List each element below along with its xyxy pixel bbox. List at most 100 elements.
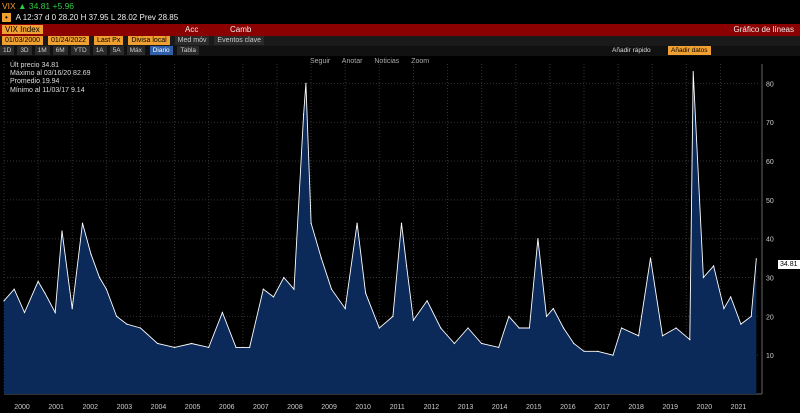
data-point: [90, 253, 92, 255]
news-button[interactable]: Noticias: [374, 58, 400, 65]
annotate-button[interactable]: Anotar: [341, 58, 363, 65]
table-button[interactable]: Tabla: [177, 46, 200, 55]
x-tick-label: 2005: [185, 404, 201, 411]
data-point: [552, 307, 554, 310]
data-point: [612, 354, 614, 356]
data-point: [81, 222, 84, 224]
low-value: L 28.02: [110, 13, 138, 22]
x-tick-label: 2010: [355, 404, 371, 411]
data-point: [750, 315, 752, 317]
data-point: [661, 335, 664, 337]
data-point: [54, 311, 56, 314]
data-point: [115, 315, 118, 317]
period-3d[interactable]: 3D: [17, 46, 32, 55]
x-tick-label: 2003: [117, 404, 133, 411]
y-tick-label: 10: [766, 353, 774, 360]
data-point: [13, 288, 15, 290]
data-point: [156, 342, 159, 345]
data-point: [310, 222, 312, 224]
frequency-select[interactable]: Diario: [149, 46, 173, 55]
data-point: [37, 280, 39, 283]
y-tick-label: 80: [766, 81, 774, 88]
x-tick-label: 2001: [48, 404, 64, 411]
period-buttons: 1D 3D 1M 6M YTD 1A 5A Máx: [0, 46, 148, 55]
x-tick-label: 2009: [321, 404, 337, 411]
add-data-button[interactable]: Añadir datos: [668, 46, 711, 55]
currency-menu[interactable]: Camb: [230, 25, 252, 34]
quick-add-button[interactable]: Añadir rápido: [612, 47, 651, 54]
x-tick-label: 2018: [628, 404, 644, 411]
ohlc-bar: • A 12:37 d 0 28.20 H 37.95 L 28.02 Prev…: [0, 12, 800, 24]
period-1a[interactable]: 1A: [92, 46, 107, 55]
data-point: [562, 327, 565, 329]
avg-label: Promedio: [10, 78, 40, 86]
x-tick-label: 2014: [492, 404, 508, 411]
start-date-input[interactable]: 01/03/2000: [2, 36, 44, 45]
data-point: [723, 307, 725, 310]
data-point: [173, 346, 176, 349]
data-point: [440, 327, 442, 329]
data-point: [221, 311, 223, 314]
data-point: [405, 265, 408, 267]
vix-chart[interactable]: 10 20 30 40 50 60 70 80 2000 2001 2002 2003 2004 2005…: [0, 56, 800, 413]
period-máx[interactable]: Máx: [126, 46, 145, 55]
data-point: [392, 315, 394, 317]
data-point: [730, 296, 732, 298]
x-tick-label: 2021: [731, 404, 747, 411]
data-point: [44, 292, 46, 294]
x-tick-label: 2000: [14, 404, 30, 411]
data-point: [412, 319, 415, 321]
y-tick-label: 30: [766, 276, 774, 283]
data-point: [467, 327, 469, 329]
controls-bar: 01/03/2000 01/24/2022 Last Px Divisa loc…: [0, 36, 800, 46]
data-point: [3, 300, 5, 302]
data-point: [191, 342, 193, 345]
period-ytd[interactable]: YTD: [70, 46, 90, 55]
data-point: [597, 350, 599, 352]
actions-menu[interactable]: Acc: [185, 25, 199, 34]
currency-select[interactable]: Divisa local: [128, 36, 170, 45]
data-point: [528, 327, 531, 329]
data-point: [235, 346, 237, 349]
price-field-select[interactable]: Last Px: [94, 36, 124, 45]
period-1d[interactable]: 1D: [0, 46, 15, 55]
data-point: [71, 307, 73, 310]
data-point: [481, 342, 483, 345]
data-point: [583, 350, 585, 352]
data-point: [755, 258, 757, 260]
zoom-button[interactable]: Zoom: [411, 58, 430, 65]
data-point: [126, 323, 128, 325]
last-price: 34.81: [28, 1, 51, 11]
chart-toolbar: Seguir Anotar Noticias Zoom: [310, 58, 439, 65]
data-point: [365, 292, 367, 294]
x-tick-label: 2013: [458, 404, 474, 411]
period-6m[interactable]: 6M: [52, 46, 68, 55]
data-point: [23, 311, 26, 314]
data-point: [713, 265, 715, 267]
events-toggle[interactable]: Eventos clave: [214, 36, 265, 45]
x-tick-label: 2012: [424, 404, 440, 411]
follow-button[interactable]: Seguir: [310, 58, 331, 65]
data-point: [537, 238, 539, 240]
end-date-input[interactable]: 01/24/2022: [48, 36, 90, 45]
data-point: [283, 276, 285, 279]
data-point: [453, 342, 455, 345]
period-5a[interactable]: 5A: [109, 46, 124, 55]
security-field[interactable]: VIX Index: [2, 25, 43, 35]
x-tick-label: 2015: [526, 404, 542, 411]
y-tick-label: 70: [766, 120, 774, 127]
ticker[interactable]: VIX: [2, 1, 16, 11]
data-point: [330, 288, 333, 290]
chart-legend: Últ precio 34.81 Máximo al 03/16/20 82.6…: [10, 62, 91, 95]
up-arrow-icon: ▲: [18, 1, 27, 11]
x-tick-label: 2016: [560, 404, 576, 411]
data-point: [692, 71, 694, 73]
data-point: [98, 276, 101, 279]
data-point: [249, 346, 251, 349]
y-tick-label: 50: [766, 198, 774, 205]
moving-average-toggle[interactable]: Med móv: [174, 36, 210, 45]
data-point: [508, 315, 510, 317]
prev-value: Prev 28.85: [139, 13, 179, 22]
period-1m[interactable]: 1M: [34, 46, 50, 55]
data-point: [426, 300, 428, 302]
